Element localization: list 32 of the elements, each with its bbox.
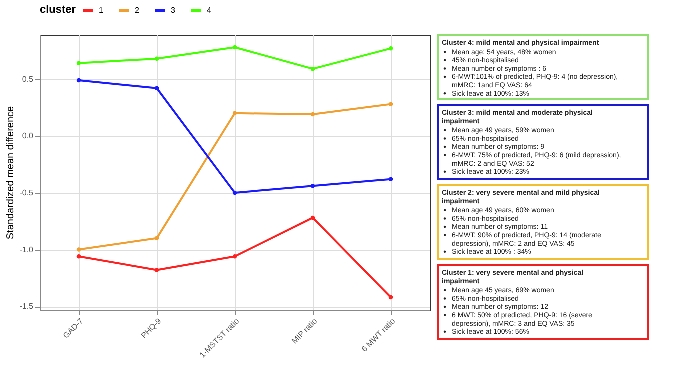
y-tick-label: -0.5 <box>20 188 34 198</box>
point <box>232 190 238 196</box>
point <box>154 268 160 272</box>
point <box>388 177 394 182</box>
point <box>232 254 238 259</box>
point <box>388 102 394 106</box>
point <box>76 78 82 83</box>
point <box>232 111 238 116</box>
x-tick-label: MIP ratio <box>290 316 320 346</box>
point <box>76 61 82 66</box>
y-axis-title: Standardized mean difference <box>6 106 17 240</box>
legend-label: 2 <box>135 6 140 15</box>
y-tick-label: 0.5 <box>22 74 34 84</box>
point <box>310 112 316 117</box>
y-tick-label: -1.5 <box>20 302 34 312</box>
point <box>154 86 160 91</box>
legend-label: 4 <box>207 6 212 15</box>
point <box>154 56 160 61</box>
point <box>310 216 316 220</box>
point <box>388 46 394 51</box>
point <box>154 236 160 241</box>
y-tick-label: -1.0 <box>20 245 34 254</box>
point <box>232 45 238 50</box>
legend-title: cluster <box>40 4 77 16</box>
point <box>310 66 316 72</box>
y-tick-label: 0.0 <box>22 132 34 141</box>
legend-label: 3 <box>171 6 176 15</box>
point <box>388 295 394 300</box>
point <box>76 248 82 252</box>
point <box>76 254 82 259</box>
legend-label: 1 <box>99 6 104 15</box>
point <box>310 184 316 188</box>
